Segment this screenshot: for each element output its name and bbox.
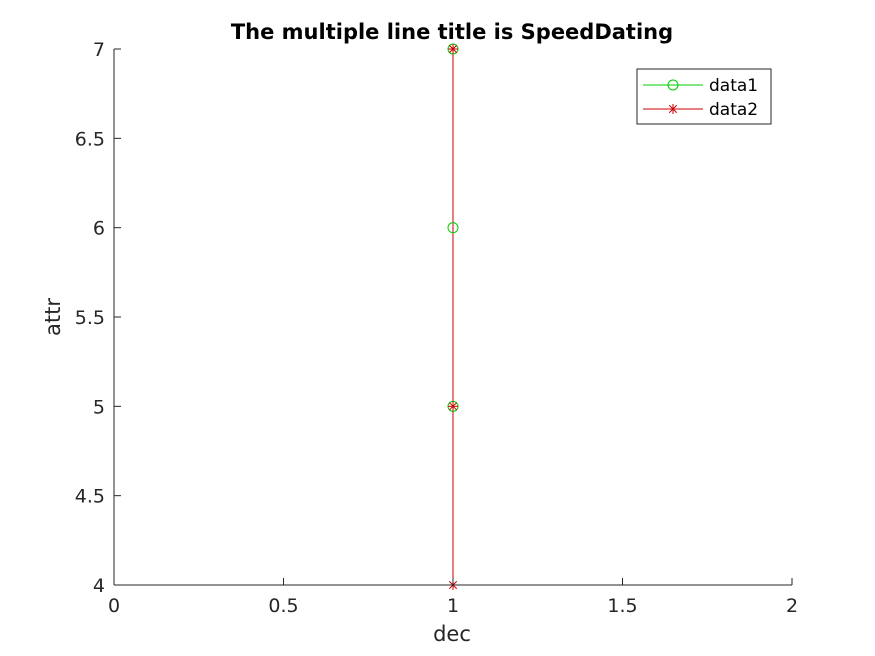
y-axis-label: attr [41, 298, 65, 336]
legend-marker-data2 [668, 104, 678, 114]
plot-area [447, 43, 459, 590]
y-tick-label: 5 [93, 396, 105, 418]
legend-label-data1: data1 [709, 76, 758, 96]
x-tick-label: 0 [108, 595, 120, 617]
x-tick-label: 2 [786, 595, 798, 617]
y-tick-label: 6 [93, 218, 105, 240]
y-tick-label: 6.5 [75, 128, 105, 150]
x-tick-label: 1.5 [607, 595, 637, 617]
y-tick-label: 4 [93, 575, 105, 597]
x-axis-label: dec [433, 622, 471, 646]
y-tick-label: 7 [93, 39, 105, 61]
legend-label-data2: data2 [709, 100, 758, 120]
y-tick-label: 5.5 [75, 307, 105, 329]
data-point-data1 [447, 222, 459, 234]
chart-title: The multiple line title is SpeedDating [231, 20, 673, 44]
axes: 0 0.5 1 1.5 2 4 4.5 5 5.5 6 6.5 7 [75, 39, 798, 617]
legend-box [636, 68, 772, 125]
legend-marker-data1 [667, 79, 679, 91]
y-tick-label: 4.5 [75, 486, 105, 508]
data-point-data2 [448, 401, 458, 412]
x-tick-label: 0.5 [268, 595, 298, 617]
x-tick-label: 1 [447, 595, 459, 617]
legend: data1 data2 [636, 68, 772, 125]
data-point-data2 [448, 44, 458, 54]
